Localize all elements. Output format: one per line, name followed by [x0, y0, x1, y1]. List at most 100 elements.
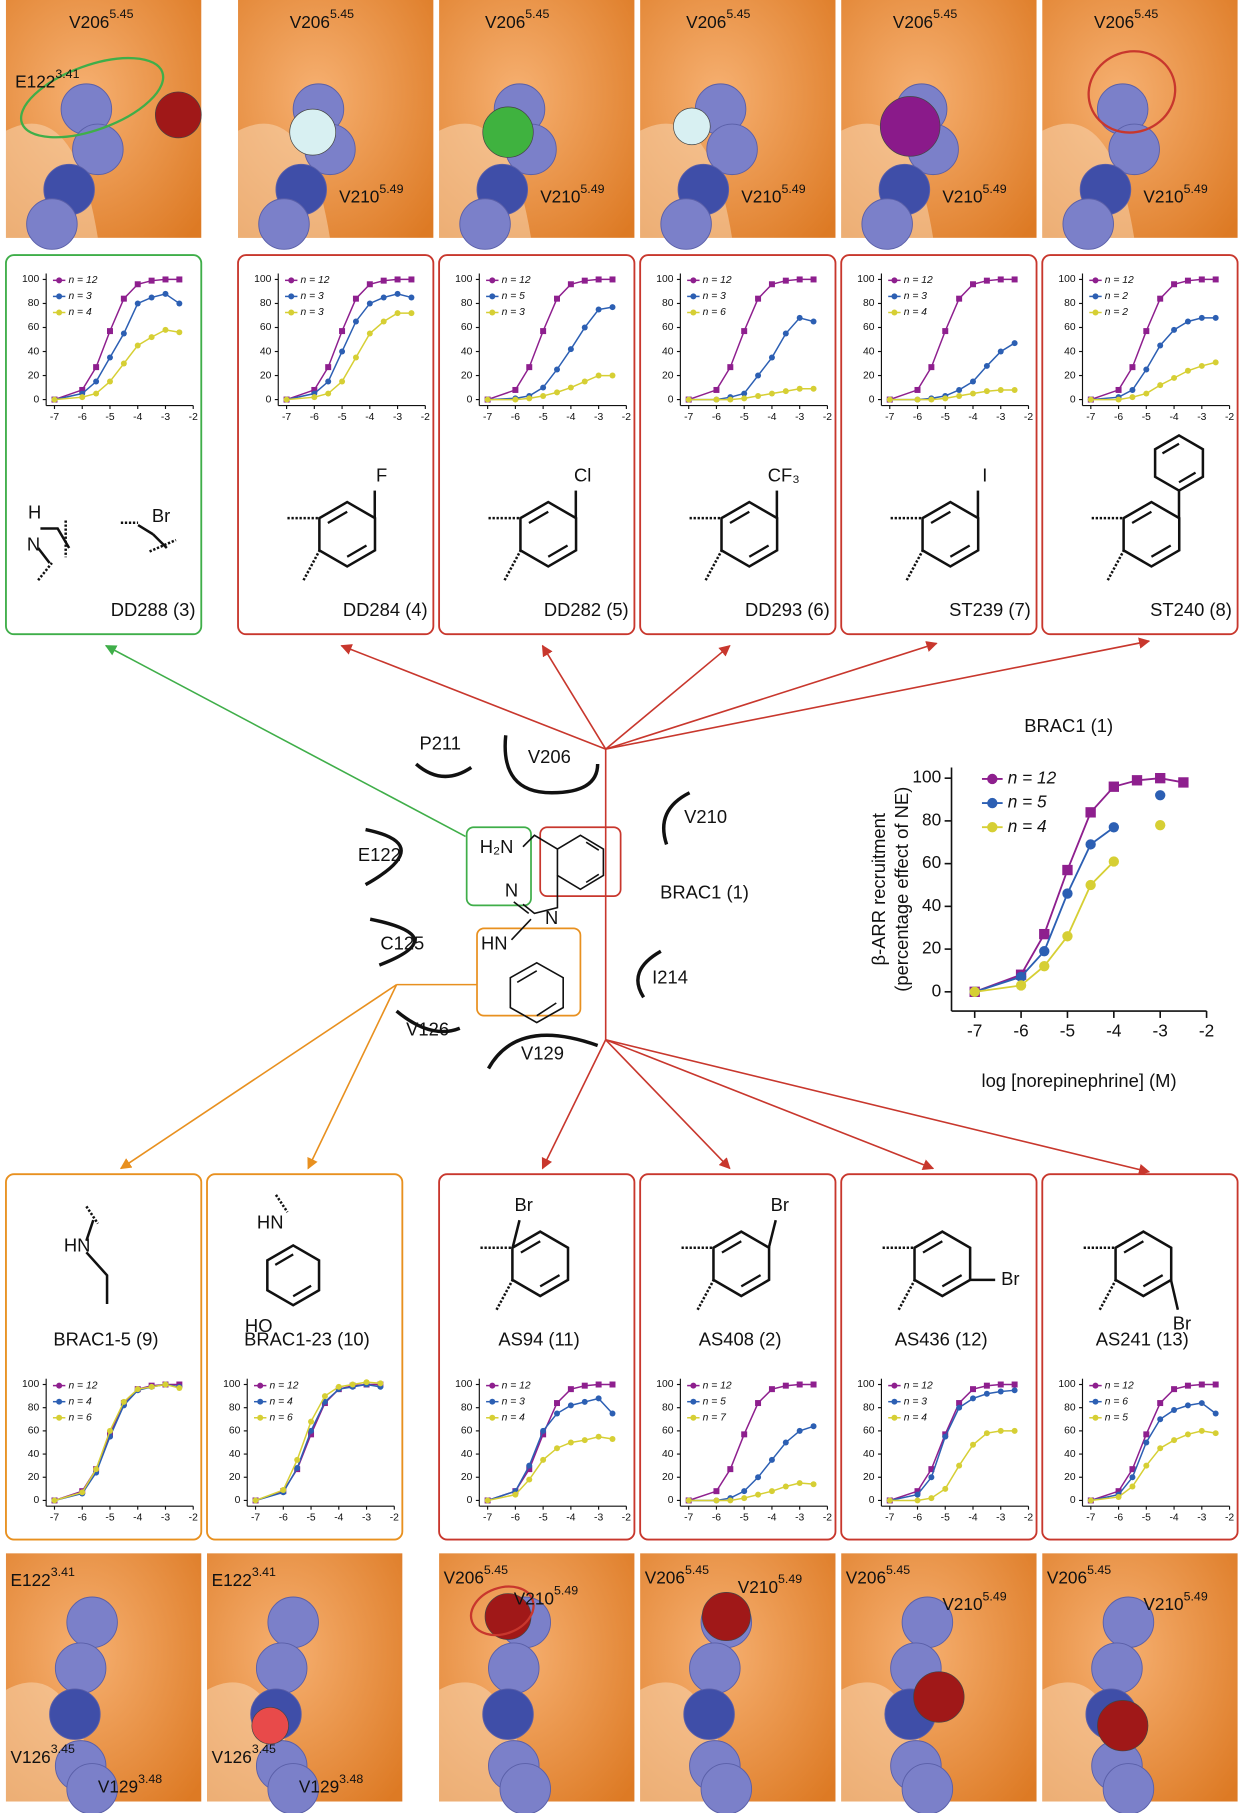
bond [511, 1219, 521, 1249]
y-tick-label: 20 [461, 370, 473, 381]
residue-name: V210 [339, 186, 379, 206]
legend-marker [1092, 309, 1099, 316]
y-tick-label: 20 [863, 370, 875, 381]
arc [636, 949, 662, 999]
chart: 0 20 40 60 80 100 -7 -6 -5 -4 -3 -2 n = 12 n = 3 n = 3… [254, 273, 430, 620]
residue-name: E122 [11, 1569, 51, 1589]
atom-label: F [376, 465, 387, 486]
data-point [294, 1464, 301, 1471]
ring-double-bond [1161, 442, 1197, 484]
data-point [609, 304, 616, 311]
residue-label: V2105.49 [339, 182, 403, 206]
attachment-bond [897, 1279, 916, 1311]
legend-marker [56, 309, 63, 316]
data-point [1212, 276, 1219, 283]
arrow [605, 1039, 731, 1170]
chart: 0 20 40 60 80 100 -7 -6 -5 -4 -3 -2 n = 12 n = 5 n = 3… [455, 273, 631, 620]
x-tick-label: -2 [1199, 1020, 1214, 1040]
legend-marker [56, 1382, 63, 1389]
x-tick-label: -4 [767, 1513, 776, 1524]
data-point [581, 1437, 588, 1444]
data-point [120, 295, 127, 302]
y-tick-label: 20 [1064, 370, 1076, 381]
residue-position: 5.45 [330, 8, 354, 22]
structure [1091, 433, 1205, 581]
chart: 0 20 40 60 80 100 -7 -6 -5 -4 -3 -2 n = 12 n = 3 n = 4… [857, 273, 1033, 620]
atom-label: HO [245, 1315, 273, 1336]
series-line [889, 389, 1015, 401]
atom-label: CF₃ [768, 465, 800, 486]
panel-box [840, 1173, 1038, 1541]
atom-label: Br [1001, 1268, 1019, 1289]
residue-position: 5.45 [484, 1563, 508, 1577]
chart-title: AS241 (13) [1096, 1329, 1189, 1350]
data-point [1143, 328, 1150, 335]
y-tick-label: 20 [229, 1472, 241, 1483]
x-tick-label: -7 [50, 1513, 59, 1524]
residue-name: V206 [444, 1567, 484, 1587]
y-tick-label: 40 [28, 346, 40, 357]
atom-sphere [1091, 1642, 1143, 1694]
structure: Br [1083, 1230, 1191, 1334]
residue-position: 5.45 [886, 1563, 910, 1577]
data-point [609, 1436, 616, 1442]
data-point [1157, 1416, 1164, 1423]
data-point [1198, 314, 1205, 321]
data-point [380, 318, 387, 325]
data-point [1115, 396, 1122, 403]
atom-label: N [27, 534, 40, 555]
atom-sphere [66, 1763, 118, 1813]
x-axis-label: log [norepinephrine] (M) [982, 1070, 1177, 1091]
data-point [134, 342, 141, 349]
residue-name: V206 [1047, 1567, 1087, 1587]
data-point [325, 390, 332, 397]
data-point [1171, 374, 1178, 381]
x-tick-label: -4 [1106, 1020, 1122, 1040]
atom-sphere [251, 1706, 289, 1745]
atom-label: HN [64, 1234, 91, 1255]
y-tick-label: 0 [467, 394, 473, 405]
data-point [1155, 772, 1166, 784]
photo: E1223.41 V1263.45 V1293.48 [5, 1553, 202, 1813]
y-tick-label: 100 [1058, 1379, 1075, 1390]
residue-label: E122 [358, 844, 401, 865]
x-tick-label: -6 [1114, 412, 1123, 423]
residue-label: V1263.45 [11, 1742, 75, 1766]
data-point [970, 378, 976, 385]
series-line [688, 1425, 814, 1502]
residue-position: 5.45 [1087, 1563, 1111, 1577]
legend-label: n = 6 [703, 307, 727, 318]
series-line [889, 1430, 1015, 1502]
x-tick-label: -4 [334, 1513, 343, 1524]
data-point [148, 277, 155, 284]
y-tick-label: 0 [467, 1495, 473, 1506]
data-point [956, 1400, 963, 1407]
x-tick-label: -5 [539, 1513, 548, 1524]
data-point [120, 360, 127, 367]
residue-name: V206 [846, 1567, 886, 1587]
legend-label: n = 7 [703, 1413, 728, 1424]
chart: 0 20 40 60 80 100 -7 -6 -5 -4 -3 -2 n = 12 n = 5 n = 4… [868, 715, 1214, 1091]
residue-position: 5.49 [1184, 1590, 1208, 1604]
data-point [942, 328, 949, 335]
y-tick-label: 40 [1064, 346, 1076, 357]
legend-label: n = 12 [703, 275, 732, 286]
ring-double-bond [930, 510, 971, 558]
data-point [595, 1381, 602, 1388]
legend-label: n = 6 [270, 1413, 294, 1424]
legend-marker [690, 1398, 697, 1405]
data-point [983, 277, 990, 284]
y-tick-label: 60 [863, 322, 875, 333]
legend-marker [288, 277, 295, 284]
data-point [567, 346, 574, 353]
legend-label: n = 3 [502, 1396, 526, 1407]
legend-marker [489, 1398, 496, 1405]
legend-label: n = 4 [904, 307, 928, 318]
x-tick-label: -6 [511, 412, 520, 423]
residue-label: V2065.45 [290, 8, 354, 32]
residue-label: V210 [684, 806, 727, 827]
data-point [741, 395, 748, 402]
x-tick-label: -5 [941, 412, 950, 423]
data-point [928, 396, 935, 403]
x-tick-label: -7 [967, 1020, 982, 1040]
